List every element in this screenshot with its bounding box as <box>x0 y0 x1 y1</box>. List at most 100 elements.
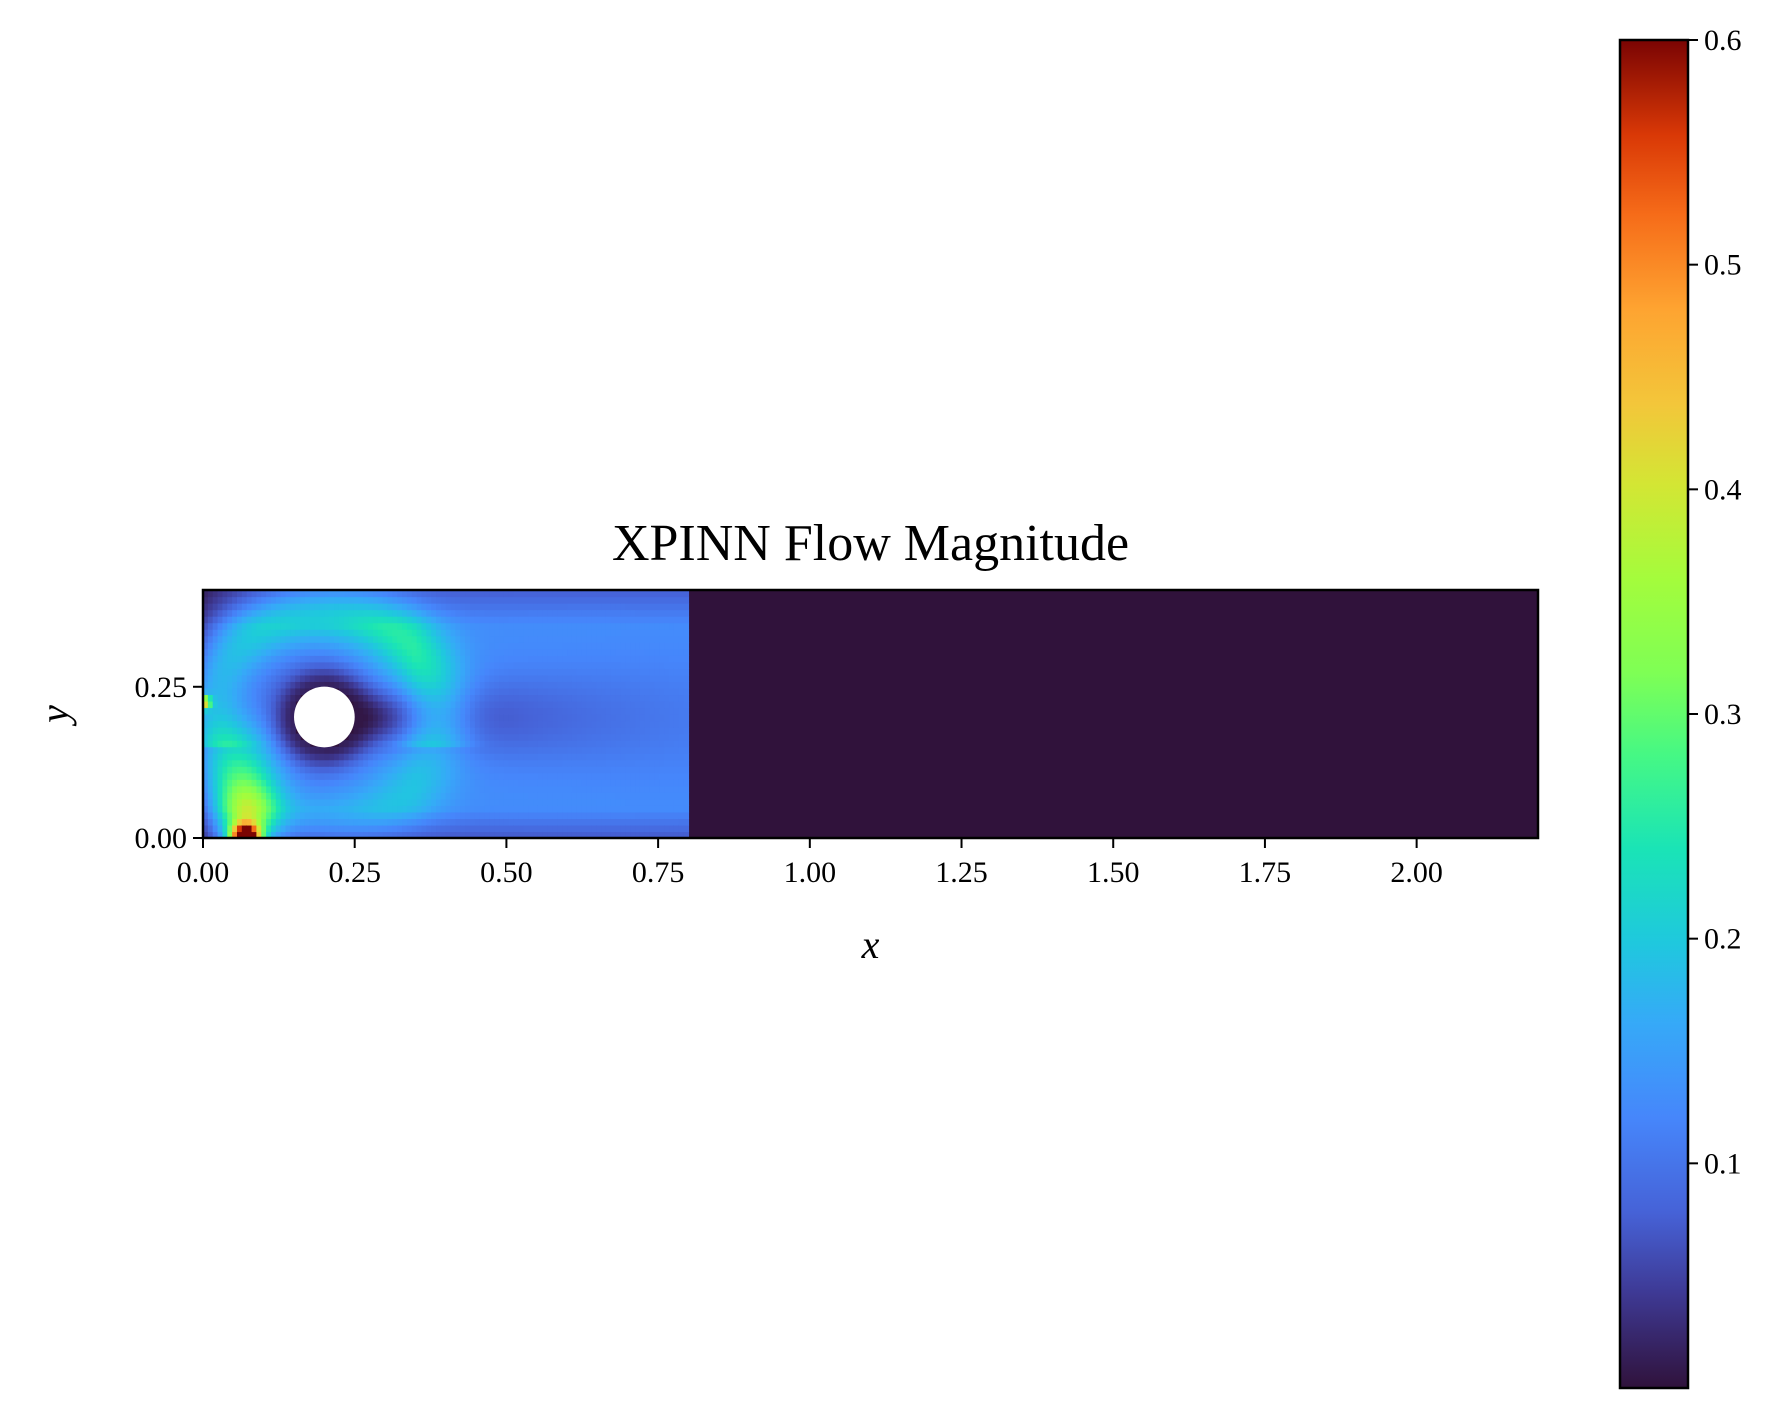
heatmap-cell <box>295 818 301 826</box>
heatmap-cell <box>246 681 253 689</box>
heatmap-cell <box>300 642 306 650</box>
heatmap-cell <box>489 831 495 838</box>
heatmap-cell <box>232 687 238 696</box>
heatmap-cell <box>673 603 680 611</box>
heatmap-cell <box>222 590 228 598</box>
heatmap-cell <box>649 642 656 650</box>
heatmap-cell <box>596 772 602 780</box>
heatmap-cell <box>222 603 228 611</box>
heatmap-cell <box>479 818 486 826</box>
heatmap-cell <box>508 733 515 741</box>
heatmap-cell <box>470 818 476 826</box>
heatmap-cell <box>382 785 389 793</box>
heatmap-cell <box>416 798 423 806</box>
heatmap-cell <box>494 674 500 682</box>
heatmap-cell <box>581 805 588 813</box>
heatmap-cell <box>528 753 534 761</box>
heatmap-cell <box>630 766 636 774</box>
heatmap-cell <box>654 616 660 624</box>
heatmap-cell <box>557 616 563 624</box>
heatmap-cell <box>518 590 524 598</box>
heatmap-cell <box>615 720 622 728</box>
heatmap-cell <box>625 642 631 650</box>
heatmap-cell <box>203 811 209 820</box>
heatmap-cell <box>314 622 321 630</box>
heatmap-cell <box>489 733 495 741</box>
heatmap-cell <box>236 661 243 669</box>
heatmap-cell <box>436 687 442 696</box>
heatmap-cell <box>537 596 544 604</box>
heatmap-cell <box>562 700 568 709</box>
heatmap-cell <box>489 824 495 833</box>
heatmap-cell <box>630 661 636 669</box>
heatmap-cell <box>397 785 403 793</box>
heatmap-cell <box>678 831 685 838</box>
heatmap-cell <box>528 655 534 663</box>
heatmap-cell <box>203 772 209 780</box>
heatmap-cell <box>300 687 306 696</box>
heatmap-cell <box>402 759 408 767</box>
heatmap-cell <box>212 635 219 643</box>
heatmap-cell <box>620 811 626 820</box>
heatmap-cell <box>503 622 510 630</box>
heatmap-cell <box>246 655 253 663</box>
heatmap-cell <box>436 818 442 826</box>
heatmap-cell <box>421 694 427 702</box>
heatmap-cell <box>421 831 427 838</box>
heatmap-cell <box>494 740 500 748</box>
heatmap-cell <box>436 785 442 793</box>
heatmap-cell <box>547 805 554 813</box>
heatmap-cell <box>567 714 573 722</box>
heatmap-cell <box>596 831 602 838</box>
heatmap-cell <box>635 635 641 643</box>
heatmap-cell <box>664 681 670 689</box>
heatmap-cell <box>300 655 306 663</box>
heatmap-cell <box>552 681 558 689</box>
heatmap-cell <box>203 740 209 748</box>
heatmap-cell <box>460 596 466 604</box>
heatmap-cell <box>261 629 267 637</box>
heatmap-cell <box>270 694 277 702</box>
heatmap-cell <box>217 661 224 669</box>
heatmap-cell <box>387 824 393 833</box>
heatmap-cell <box>567 694 573 702</box>
heatmap-cell <box>644 648 651 656</box>
heatmap-cell <box>343 661 350 669</box>
heatmap-cell <box>601 772 607 780</box>
heatmap-cell <box>353 694 359 702</box>
heatmap-cell <box>329 753 335 761</box>
heatmap-cell <box>440 707 447 715</box>
heatmap-cell <box>489 746 495 754</box>
heatmap-cell <box>431 674 437 682</box>
heatmap-cell <box>203 831 209 838</box>
heatmap-cell <box>547 792 554 800</box>
heatmap-cell <box>232 648 238 656</box>
heatmap-cell <box>368 759 374 767</box>
heatmap-cell <box>295 759 301 767</box>
heatmap-cell <box>474 727 481 735</box>
heatmap-cell <box>392 700 398 709</box>
heatmap-cell <box>256 818 262 826</box>
heatmap-cell <box>649 772 656 780</box>
heatmap-cell <box>241 629 248 637</box>
heatmap-cell <box>222 753 228 761</box>
heatmap-cell <box>625 687 631 696</box>
heatmap-cell <box>499 694 505 702</box>
heatmap-cell <box>338 668 345 676</box>
heatmap-cell <box>222 622 228 630</box>
heatmap-cell <box>343 759 350 767</box>
heatmap-cell <box>436 811 442 820</box>
heatmap-cell <box>227 668 233 676</box>
heatmap-cell <box>227 687 233 696</box>
heatmap-cell <box>207 714 214 722</box>
heatmap-cell <box>683 727 690 735</box>
heatmap-cell <box>542 798 549 806</box>
heatmap-cell <box>518 798 524 806</box>
heatmap-cell <box>314 772 321 780</box>
heatmap-cell <box>591 779 597 787</box>
heatmap-cell <box>314 805 321 813</box>
heatmap-cell <box>372 811 379 820</box>
heatmap-cell <box>256 655 262 663</box>
heatmap-cell <box>402 590 408 598</box>
heatmap-cell <box>207 818 214 826</box>
